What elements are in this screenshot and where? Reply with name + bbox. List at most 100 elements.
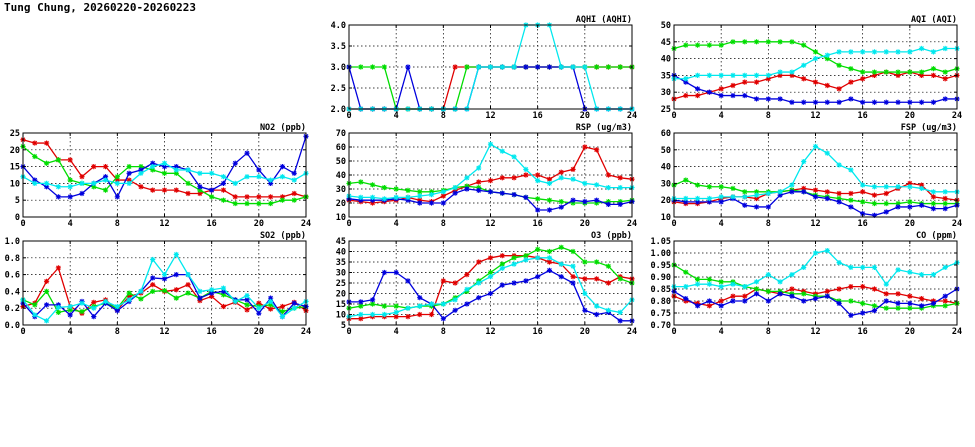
data-point bbox=[523, 257, 529, 263]
data-point bbox=[824, 52, 830, 58]
data-point bbox=[812, 250, 819, 256]
data-point bbox=[67, 184, 73, 190]
data-point bbox=[594, 182, 600, 188]
data-point bbox=[883, 200, 889, 207]
chart-panel: 0 4 8 12 16 20 24 0.70 0.75 0.80 0.85 0.90 0.95 1.00 1… bbox=[651, 231, 963, 337]
data-point bbox=[907, 180, 913, 186]
data-point bbox=[883, 305, 889, 311]
data-point bbox=[232, 200, 238, 207]
data-point bbox=[138, 164, 144, 170]
data-point bbox=[694, 199, 701, 205]
data-point bbox=[742, 284, 748, 290]
data-point bbox=[440, 189, 446, 195]
data-point bbox=[836, 286, 842, 292]
data-point bbox=[546, 180, 553, 186]
data-point bbox=[173, 167, 179, 173]
data-point bbox=[91, 299, 97, 305]
data-point bbox=[848, 96, 854, 102]
x-tick-label: 12 bbox=[159, 327, 169, 337]
data-point bbox=[605, 280, 612, 286]
data-point bbox=[43, 318, 50, 324]
y-tick-label: 25 bbox=[10, 129, 20, 139]
y-tick-label: 0.80 bbox=[651, 297, 671, 307]
data-point bbox=[91, 164, 97, 170]
x-tick-label: 0 bbox=[671, 327, 676, 337]
data-point bbox=[138, 296, 144, 302]
data-point bbox=[452, 297, 458, 303]
data-point bbox=[777, 189, 783, 195]
data-point bbox=[279, 194, 286, 200]
x-tick-label: 20 bbox=[254, 219, 264, 229]
data-point bbox=[558, 199, 564, 205]
data-point bbox=[765, 96, 771, 102]
data-point bbox=[871, 184, 878, 190]
x-tick-label: 12 bbox=[485, 327, 495, 337]
data-point bbox=[369, 194, 376, 200]
x-tick-label: 8 bbox=[766, 327, 771, 337]
data-point bbox=[860, 284, 866, 290]
data-point bbox=[777, 279, 783, 285]
data-point bbox=[742, 298, 748, 304]
data-point bbox=[718, 92, 724, 99]
x-tick-label: 24 bbox=[301, 219, 311, 229]
data-point bbox=[718, 199, 724, 205]
data-point bbox=[511, 154, 517, 160]
x-tick-label: 24 bbox=[627, 111, 637, 121]
data-point bbox=[150, 288, 156, 294]
data-point bbox=[417, 295, 423, 301]
chart-title: AQHI (AQHI) bbox=[576, 15, 632, 25]
data-point bbox=[487, 274, 494, 280]
data-point bbox=[150, 282, 156, 288]
x-tick-label: 4 bbox=[68, 219, 73, 229]
data-point bbox=[79, 174, 85, 180]
x-tick-label: 24 bbox=[301, 327, 311, 337]
x-tick-label: 4 bbox=[394, 327, 399, 337]
data-point bbox=[848, 298, 854, 304]
data-point bbox=[114, 180, 120, 186]
data-point bbox=[570, 263, 576, 269]
data-point bbox=[789, 286, 795, 292]
y-tick-label: 0.85 bbox=[651, 285, 671, 295]
data-point bbox=[919, 272, 925, 278]
y-tick-label: 1.0 bbox=[5, 237, 20, 247]
data-point bbox=[546, 255, 553, 261]
data-point bbox=[683, 199, 689, 205]
data-point bbox=[67, 194, 73, 200]
data-point bbox=[546, 207, 553, 213]
data-point bbox=[582, 290, 588, 297]
data-point bbox=[753, 39, 760, 45]
data-point bbox=[871, 192, 878, 198]
data-point bbox=[523, 166, 529, 172]
data-point bbox=[43, 184, 50, 190]
data-point bbox=[801, 99, 807, 105]
data-point bbox=[161, 276, 168, 282]
data-point bbox=[730, 72, 736, 78]
data-point bbox=[244, 302, 250, 308]
chart-panel: 0 4 8 12 16 20 24 0.0 0.2 0.4 0.6 0.8 1.0 SO2 (ppb) bbox=[5, 231, 311, 337]
chart-title: FSP (ug/m3) bbox=[901, 123, 957, 133]
data-point bbox=[930, 49, 937, 55]
data-point bbox=[452, 64, 458, 70]
data-point bbox=[694, 182, 701, 188]
data-point bbox=[558, 261, 564, 267]
data-point bbox=[848, 49, 854, 55]
data-point bbox=[232, 298, 238, 305]
series-line bbox=[346, 141, 635, 202]
data-point bbox=[511, 175, 517, 181]
data-point bbox=[32, 180, 38, 186]
x-tick-label: 8 bbox=[441, 327, 446, 337]
data-point bbox=[114, 194, 120, 200]
data-point bbox=[871, 49, 878, 55]
y-tick-label: 30 bbox=[661, 88, 671, 98]
series-line bbox=[20, 272, 309, 320]
series-line bbox=[20, 251, 309, 324]
data-point bbox=[209, 287, 215, 293]
data-point bbox=[43, 140, 50, 146]
data-point bbox=[895, 184, 901, 190]
data-point bbox=[789, 39, 795, 45]
data-point bbox=[753, 204, 760, 210]
data-point bbox=[836, 86, 842, 92]
data-point bbox=[683, 284, 689, 290]
data-point bbox=[452, 280, 458, 286]
data-point bbox=[535, 172, 541, 178]
